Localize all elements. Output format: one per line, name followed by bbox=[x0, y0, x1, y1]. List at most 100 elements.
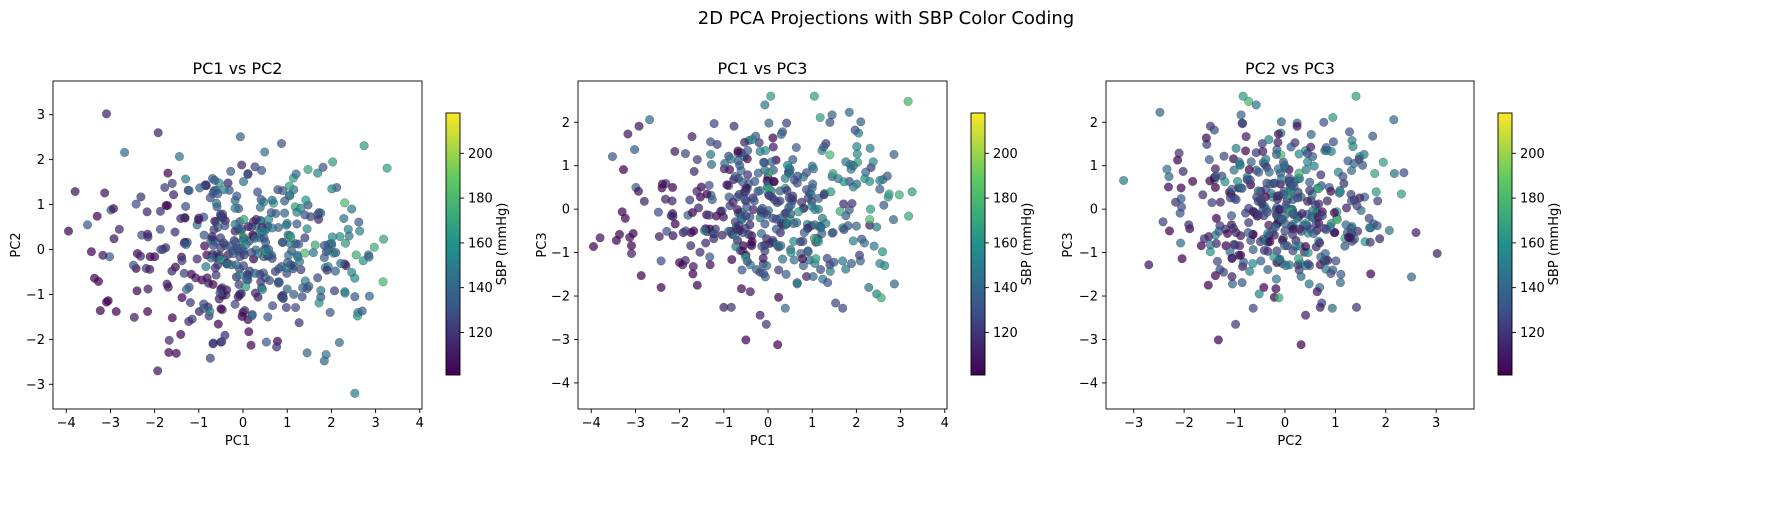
x-axis-label: PC1 bbox=[750, 434, 775, 449]
data-point bbox=[1245, 266, 1255, 276]
y-tick-label: −1 bbox=[551, 246, 570, 261]
data-point bbox=[822, 253, 832, 263]
data-point bbox=[875, 259, 885, 269]
data-point bbox=[93, 276, 103, 286]
data-point bbox=[243, 169, 253, 179]
x-tick-label: −2 bbox=[145, 416, 164, 431]
data-point bbox=[120, 147, 130, 157]
axes-frame bbox=[1105, 80, 1475, 410]
data-point bbox=[634, 121, 644, 131]
data-point bbox=[302, 224, 312, 234]
data-point bbox=[284, 250, 294, 260]
data-point bbox=[668, 182, 678, 192]
data-point bbox=[841, 157, 851, 167]
data-point bbox=[627, 241, 637, 251]
data-point bbox=[286, 232, 296, 242]
data-point bbox=[681, 226, 691, 236]
data-point bbox=[794, 207, 804, 217]
data-point bbox=[340, 288, 350, 298]
data-point bbox=[904, 211, 914, 221]
data-point bbox=[733, 146, 743, 156]
data-point bbox=[181, 285, 191, 295]
data-point bbox=[1389, 168, 1399, 178]
data-point bbox=[634, 186, 644, 196]
data-point bbox=[680, 149, 690, 159]
data-point bbox=[195, 183, 205, 193]
data-point bbox=[244, 327, 254, 337]
data-point bbox=[101, 109, 111, 119]
data-point bbox=[129, 312, 139, 322]
data-point bbox=[250, 233, 260, 243]
y-tick-label: −1 bbox=[26, 288, 45, 303]
data-point bbox=[143, 307, 153, 317]
data-point bbox=[668, 208, 678, 218]
data-point bbox=[266, 208, 276, 218]
data-point bbox=[322, 265, 332, 275]
data-point bbox=[258, 285, 268, 295]
data-point bbox=[100, 188, 110, 198]
data-point bbox=[294, 318, 304, 328]
data-point bbox=[780, 303, 790, 313]
data-point bbox=[847, 259, 857, 269]
data-point bbox=[1296, 340, 1306, 350]
data-point bbox=[215, 254, 225, 264]
data-point bbox=[1331, 256, 1341, 266]
data-point bbox=[872, 222, 882, 232]
subplot-title: PC1 vs PC2 bbox=[193, 59, 283, 78]
data-point bbox=[1273, 137, 1283, 147]
x-tick-label: −1 bbox=[714, 416, 733, 431]
data-point bbox=[215, 233, 225, 243]
data-point bbox=[1326, 146, 1336, 156]
data-point bbox=[749, 196, 759, 206]
data-point bbox=[1274, 293, 1284, 303]
colorbar bbox=[970, 112, 986, 376]
data-point bbox=[215, 209, 225, 219]
data-point bbox=[206, 253, 216, 263]
data-point bbox=[63, 226, 73, 236]
data-point bbox=[1432, 248, 1442, 258]
x-tick-label: 3 bbox=[1432, 416, 1440, 431]
data-point bbox=[1329, 208, 1339, 218]
data-point bbox=[757, 203, 767, 213]
data-point bbox=[1348, 142, 1358, 152]
data-point bbox=[1326, 186, 1336, 196]
data-point bbox=[185, 298, 195, 308]
x-tick-label: −2 bbox=[670, 416, 689, 431]
data-point bbox=[1184, 220, 1194, 230]
data-point bbox=[762, 234, 772, 244]
data-point bbox=[732, 224, 742, 234]
data-point bbox=[179, 268, 189, 278]
data-point bbox=[766, 91, 776, 101]
data-point bbox=[285, 190, 295, 200]
data-point bbox=[1295, 224, 1305, 234]
data-point bbox=[199, 303, 209, 313]
data-point bbox=[1276, 117, 1286, 127]
data-point bbox=[848, 161, 858, 171]
y-tick-label: −3 bbox=[551, 333, 570, 348]
data-point bbox=[335, 231, 345, 241]
data-point bbox=[808, 179, 818, 189]
data-point bbox=[705, 252, 715, 262]
data-point bbox=[241, 282, 251, 292]
data-point bbox=[869, 241, 879, 251]
data-point bbox=[783, 160, 793, 170]
data-point bbox=[1162, 164, 1172, 174]
data-point bbox=[861, 167, 871, 177]
data-point bbox=[297, 292, 307, 302]
data-point bbox=[167, 178, 177, 188]
data-point bbox=[788, 191, 798, 201]
data-point bbox=[810, 205, 820, 215]
data-point bbox=[171, 348, 181, 358]
y-tick-label: 2 bbox=[562, 116, 570, 131]
axes-frame bbox=[577, 80, 948, 410]
data-point bbox=[1256, 256, 1266, 266]
data-point bbox=[882, 171, 892, 181]
data-point bbox=[325, 307, 335, 317]
colorbar-tick-label: 180 bbox=[468, 192, 493, 207]
data-point bbox=[364, 252, 374, 262]
data-point bbox=[265, 276, 275, 286]
data-point bbox=[630, 145, 640, 155]
data-point bbox=[797, 197, 807, 207]
x-tick-label: −2 bbox=[1175, 416, 1194, 431]
data-point bbox=[153, 366, 163, 376]
